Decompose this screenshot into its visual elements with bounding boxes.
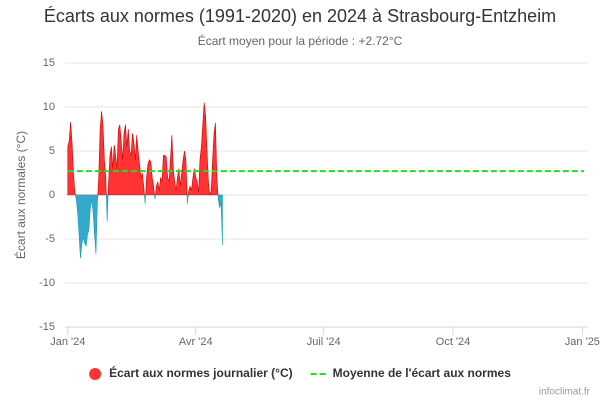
legend-label: Écart aux normes journalier (°C) — [109, 365, 293, 380]
x-tick-label: Avr '24 — [179, 336, 213, 348]
area-negative — [67, 195, 223, 259]
y-axis-label: Écart aux normales (°C) — [13, 131, 28, 259]
y-tick-label: 15 — [43, 57, 55, 69]
y-tick-label: 10 — [43, 101, 55, 113]
y-tick-label: 5 — [49, 145, 55, 157]
x-tick-label: Juil '24 — [307, 336, 341, 348]
credit: infoclimat.fr — [539, 387, 591, 398]
chart-subtitle: Écart moyen pour la période : +2.72°C — [198, 33, 403, 48]
x-tick-label: Oct '24 — [436, 336, 471, 348]
y-tick-label: 0 — [49, 189, 55, 201]
chart-title: Écarts aux normes (1991-2020) en 2024 à … — [44, 6, 556, 26]
legend-marker — [89, 368, 102, 380]
y-tick-label: -10 — [39, 277, 55, 289]
area-positive — [67, 102, 223, 195]
legend-label: Moyenne de l'écart aux normes — [333, 366, 512, 380]
x-tick-label: Jan '25 — [565, 336, 600, 348]
x-tick-label: Jan '24 — [50, 336, 85, 348]
legend: Écart aux normes journalier (°C) Moyenne … — [89, 365, 511, 380]
y-tick-label: -15 — [39, 321, 55, 333]
y-tick-label: -5 — [45, 233, 55, 245]
